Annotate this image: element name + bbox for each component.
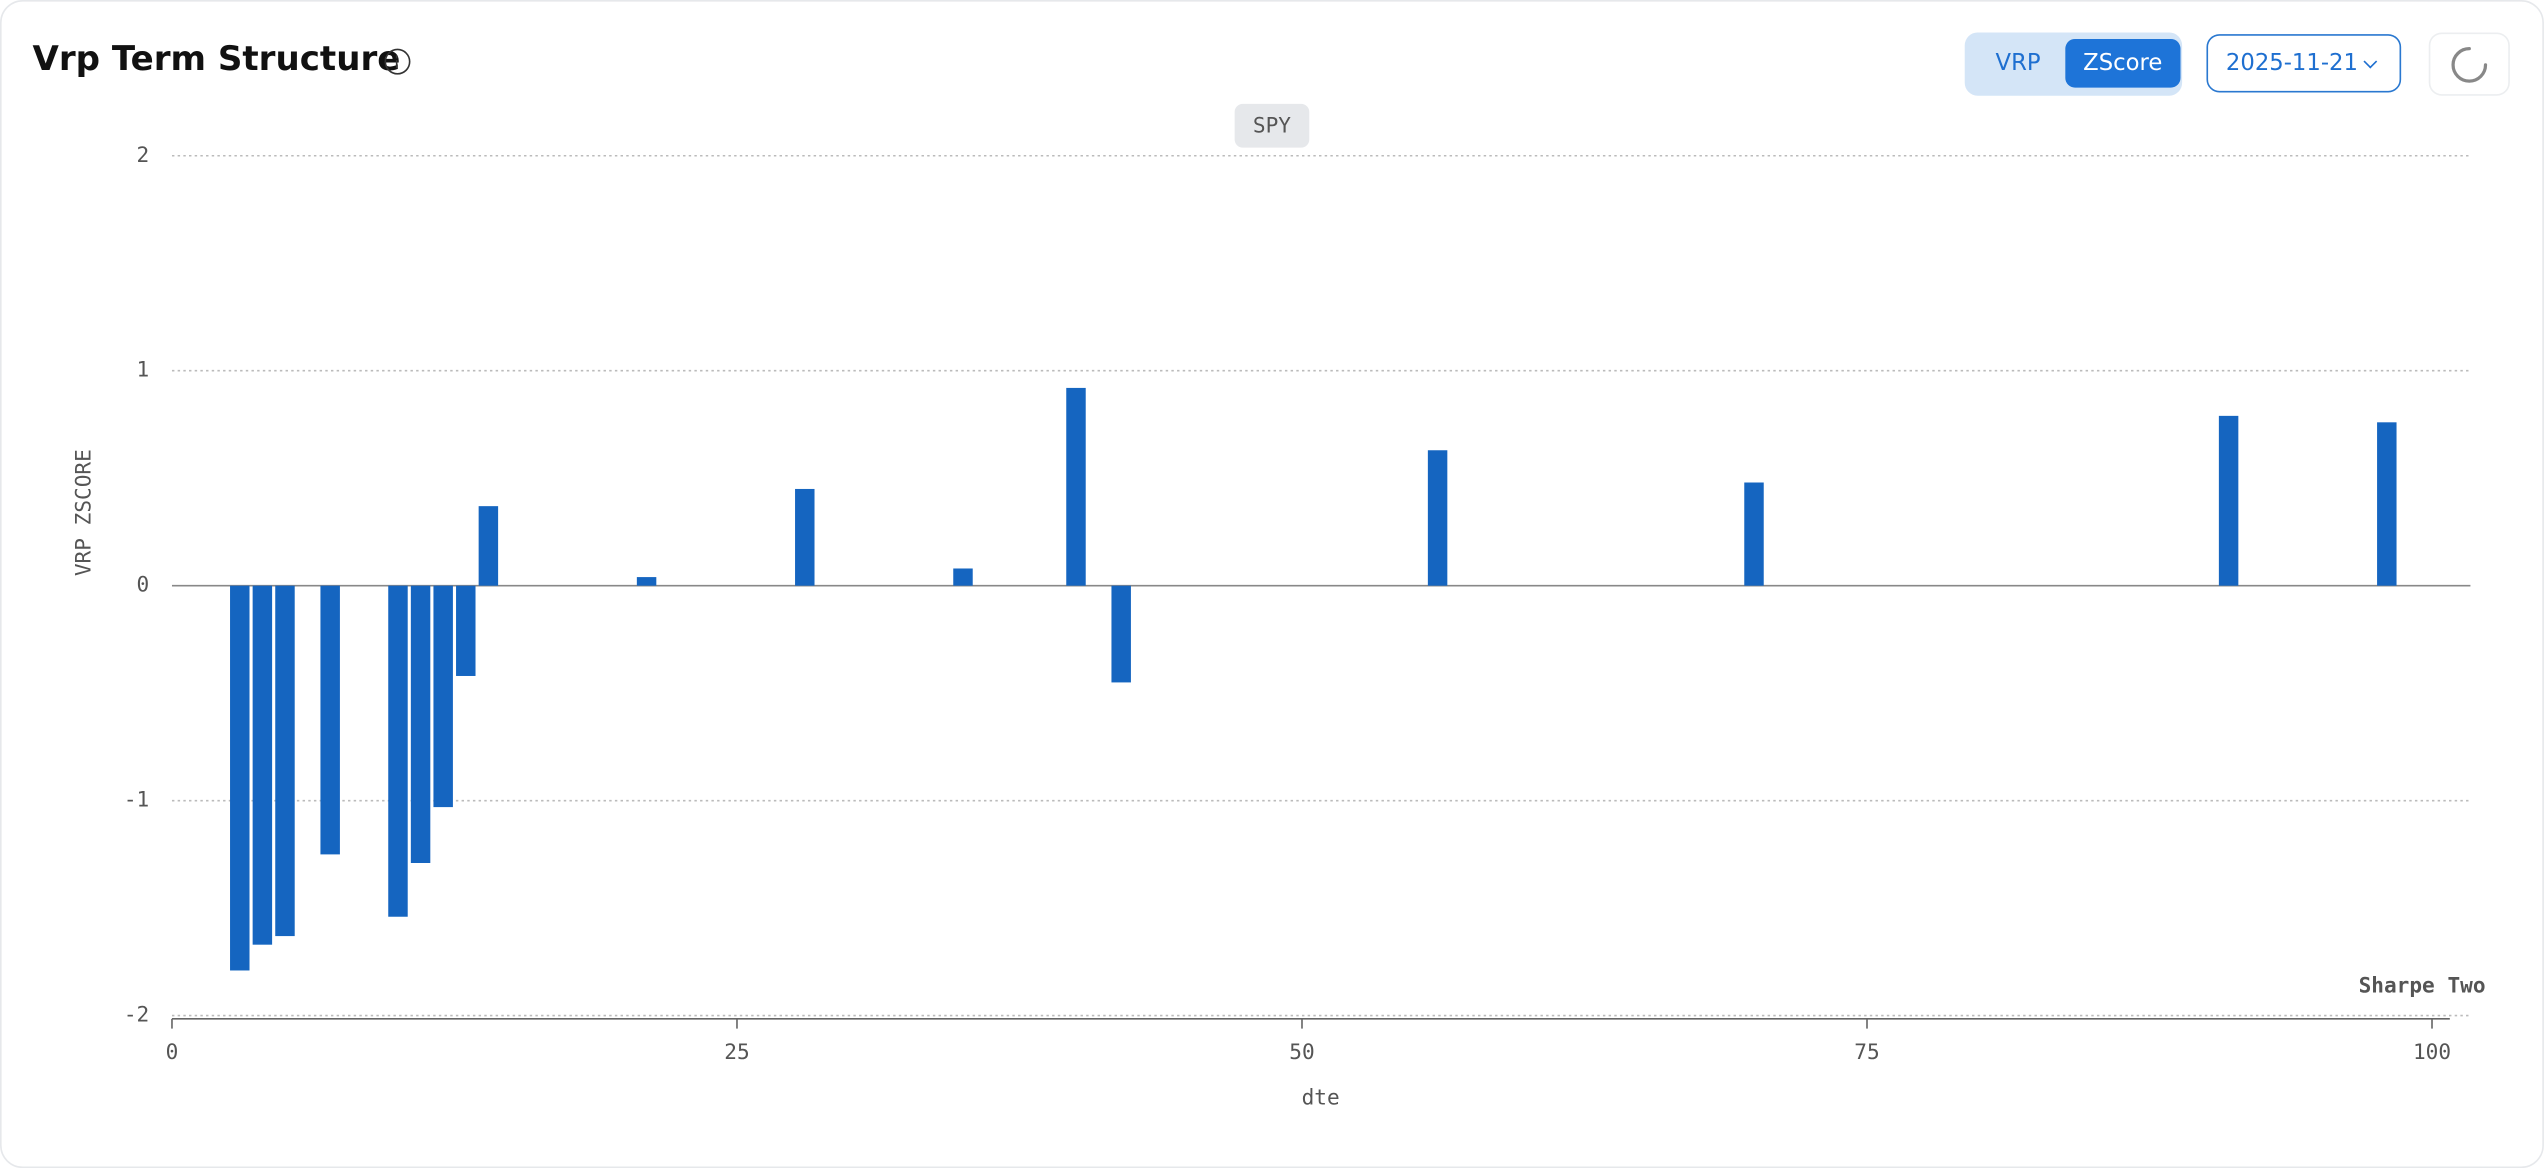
toggle: VRP ZScore xyxy=(1964,32,2183,96)
refresh-icon xyxy=(2451,47,2488,83)
title: Vrp Term Structure xyxy=(32,38,401,78)
info-icon[interactable] xyxy=(384,48,411,75)
refresh-button[interactable] xyxy=(2428,32,2510,96)
toggle-vrp[interactable]: VRP xyxy=(1995,50,2041,77)
date-select[interactable]: 2025-11-21 xyxy=(2206,34,2402,93)
toggle-zscore[interactable]: ZScore xyxy=(2065,38,2181,88)
